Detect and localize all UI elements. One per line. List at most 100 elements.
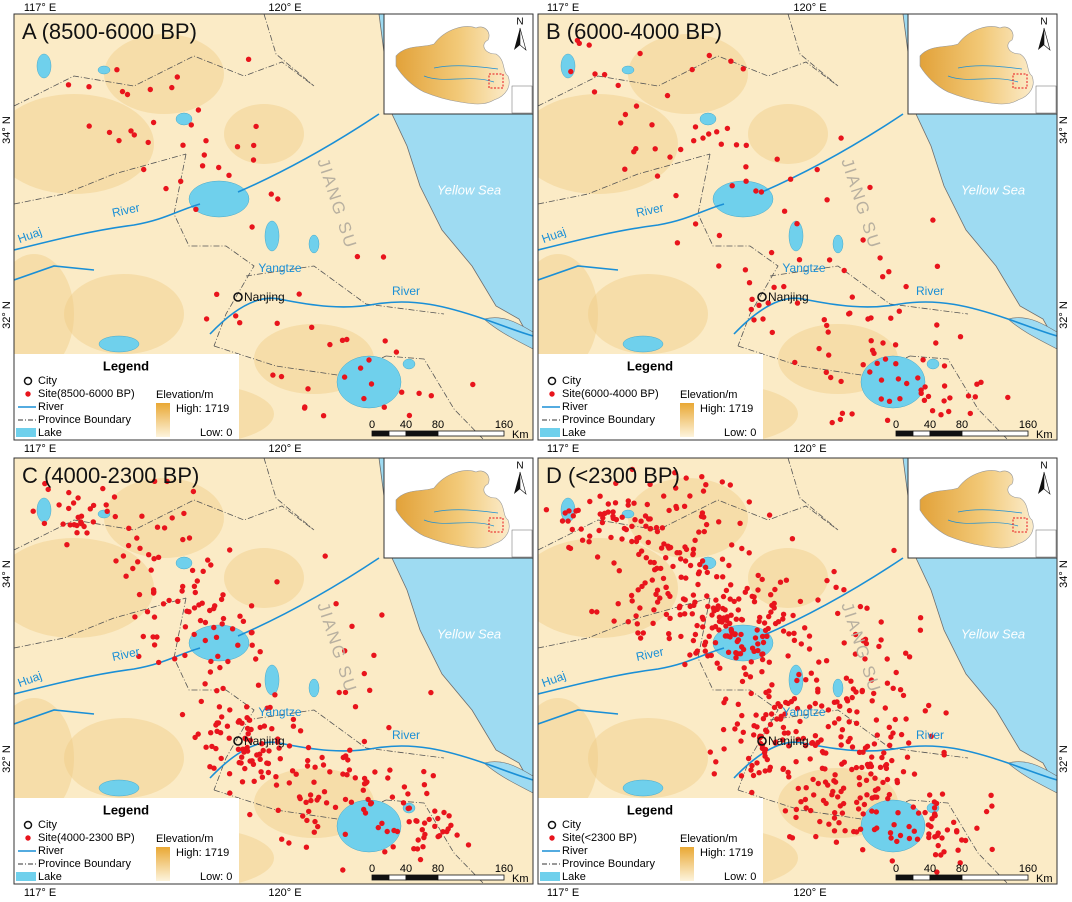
- river-label: River: [635, 644, 665, 664]
- site-dot: [227, 707, 233, 713]
- site-dot: [227, 790, 233, 796]
- panel-border: [13, 13, 534, 441]
- site-dot: [903, 716, 909, 722]
- lake: [98, 335, 140, 353]
- site-dot: [683, 475, 689, 481]
- legend-label: Lake: [38, 427, 62, 439]
- site-dot: [854, 709, 860, 715]
- inset-rivers: [947, 509, 1023, 527]
- site-dot: [682, 661, 688, 668]
- river-label: River: [111, 644, 141, 664]
- site-dot: [835, 610, 841, 617]
- site-dot: [929, 408, 936, 414]
- site-dot: [406, 819, 412, 825]
- site-dot: [941, 849, 947, 855]
- site-dot: [265, 769, 272, 776]
- site-dot: [147, 86, 153, 93]
- site-dot: [112, 513, 119, 520]
- site-dot: [878, 637, 884, 643]
- legend-label: Elevation/m: [156, 389, 213, 401]
- site-dot: [812, 700, 818, 707]
- site-dot: [869, 698, 875, 704]
- site-dot: [680, 596, 687, 602]
- site-dot: [833, 839, 840, 845]
- site-dot: [146, 552, 152, 558]
- panel-border: [537, 457, 1058, 885]
- site-dot: [892, 716, 898, 723]
- sea-label: Yellow Sea: [437, 626, 501, 641]
- site-dot: [586, 539, 592, 545]
- site-dot: [810, 776, 816, 783]
- site-dot: [389, 794, 396, 800]
- province-boundary: [14, 153, 187, 205]
- site-dot: [592, 71, 598, 77]
- site-dot: [879, 754, 885, 761]
- site-dot: [573, 508, 579, 514]
- site-dot: [690, 551, 696, 557]
- site-dot: [253, 656, 259, 662]
- site-dot: [897, 396, 903, 402]
- site-dot: [151, 589, 157, 595]
- site-dot: [297, 795, 303, 802]
- site-dot: [692, 124, 699, 130]
- site-dot: [239, 754, 245, 760]
- site-dot: [931, 799, 938, 805]
- site-dot: [678, 633, 684, 640]
- longitude-label: 120° E: [793, 887, 826, 899]
- elevation-patch: [224, 548, 304, 608]
- inset-north-label: N: [1040, 17, 1047, 28]
- elevation-patch: [64, 718, 184, 798]
- site-dot: [339, 337, 346, 343]
- site-dot: [733, 142, 740, 148]
- site-dot: [695, 581, 701, 588]
- site-dot: [789, 536, 796, 542]
- site-dot: [728, 58, 734, 64]
- site-dot: [857, 826, 864, 832]
- site-dot: [951, 819, 957, 825]
- site-dot: [841, 640, 847, 646]
- site-dot: [629, 598, 635, 604]
- site-dot: [954, 828, 960, 834]
- site-dot: [130, 565, 136, 572]
- site-dot: [783, 699, 789, 706]
- site-dot: [861, 801, 868, 808]
- site-dot: [275, 196, 281, 202]
- site-dot: [124, 91, 131, 98]
- site-dot: [470, 381, 476, 388]
- river-label: River: [111, 200, 141, 220]
- site-dot: [841, 587, 847, 593]
- panel-title: A (8500-6000 BP): [22, 19, 197, 44]
- site-dot: [651, 607, 657, 613]
- site-dot: [605, 501, 611, 507]
- site-dot: [864, 743, 871, 749]
- site-dot: [826, 257, 833, 263]
- site-dot: [751, 732, 757, 738]
- legend-label: Elevation/m: [680, 389, 737, 401]
- site-dot: [591, 89, 598, 95]
- site-dot: [930, 217, 936, 223]
- river-label: Yangtze: [258, 261, 301, 275]
- site-dot: [803, 805, 809, 811]
- site-dot: [631, 500, 637, 506]
- site-dot: [637, 50, 643, 57]
- site-dot: [749, 593, 755, 599]
- site-dot: [137, 545, 143, 551]
- sea-label: Yellow Sea: [961, 182, 1025, 197]
- legend-box: [14, 354, 239, 440]
- site-dot: [100, 485, 106, 492]
- site-dot: [128, 128, 134, 134]
- site-dot: [667, 615, 673, 621]
- river-label: River: [392, 728, 420, 742]
- site-dot: [629, 538, 635, 545]
- site-dot: [214, 291, 220, 297]
- site-dot: [735, 607, 741, 613]
- legend-label: River: [38, 401, 64, 413]
- site-dot: [726, 562, 732, 569]
- city-marker: [233, 292, 243, 302]
- site-dot: [780, 765, 787, 772]
- site-dot: [957, 334, 964, 340]
- north-arrow: [1043, 27, 1051, 51]
- site-dot: [114, 67, 120, 73]
- lake: [175, 112, 193, 126]
